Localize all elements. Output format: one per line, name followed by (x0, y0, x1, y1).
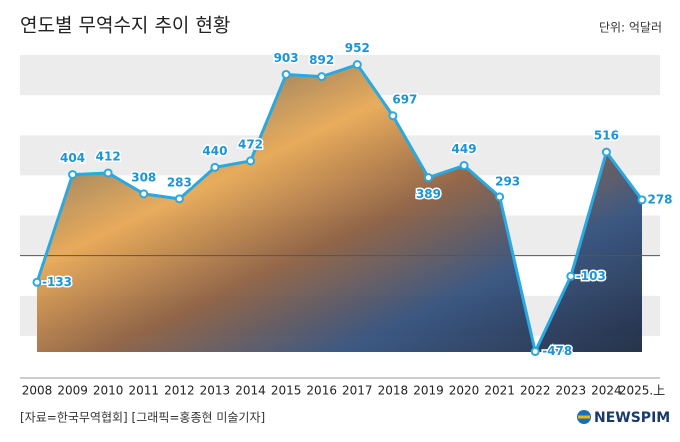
point (32, 277, 42, 287)
chart-title: 연도별 무역수지 추이 현황 (20, 15, 230, 37)
value-label: 952 (345, 41, 370, 55)
value-label: 404 (60, 151, 85, 165)
x-tick-label: 2024 (591, 384, 622, 398)
point (566, 271, 576, 281)
logo: NEWSPIM (594, 410, 670, 426)
point (388, 111, 398, 121)
x-tick-label: 2010 (93, 384, 124, 398)
point (530, 347, 540, 357)
point (352, 60, 362, 70)
value-label: 283 (167, 175, 192, 189)
point (281, 69, 291, 79)
x-tick-label: 2025.上 (619, 384, 665, 398)
background-photo (37, 64, 642, 352)
point (495, 192, 505, 202)
x-tick-label: 2017 (342, 384, 373, 398)
value-label: 903 (274, 51, 299, 65)
value-label: 293 (495, 174, 520, 188)
x-tick-label: 2012 (164, 384, 195, 398)
value-label: 412 (96, 149, 121, 163)
x-tick-label: 2021 (484, 384, 515, 398)
point (210, 162, 220, 172)
x-tick-label: 2014 (235, 384, 266, 398)
x-tick-label: 2008 (22, 384, 53, 398)
x-tick-label: 2018 (378, 384, 409, 398)
point (174, 194, 184, 204)
x-tick-label: 2011 (128, 384, 159, 398)
line (35, 63, 644, 354)
value-label: 697 (392, 92, 417, 106)
point (139, 189, 149, 199)
point (68, 170, 78, 180)
value-label: -478 (542, 344, 572, 358)
x-tick-label: 2019 (413, 384, 444, 398)
point (459, 161, 469, 171)
point (246, 156, 256, 166)
point (423, 173, 433, 183)
point (601, 147, 611, 157)
point (637, 195, 647, 205)
value-label: 278 (647, 192, 672, 206)
x-tick-label: 2009 (57, 384, 88, 398)
x-tick-label: 2022 (520, 384, 551, 398)
value-label: 892 (309, 53, 334, 67)
x-tick-label: 2013 (200, 384, 231, 398)
x-tick-label: 2020 (449, 384, 480, 398)
value-label: 308 (131, 170, 156, 184)
value-label: -103 (576, 269, 606, 283)
value-label: 472 (238, 137, 263, 151)
x-tick-label: 2016 (306, 384, 337, 398)
unit-label: 단위: 억달러 (599, 21, 662, 35)
point (103, 168, 113, 178)
value-label: 440 (202, 144, 227, 158)
point (317, 72, 327, 82)
value-label: 389 (416, 187, 441, 201)
x-tick-label: 2023 (556, 384, 587, 398)
value-label: 449 (452, 142, 477, 156)
value-label: 516 (594, 129, 619, 143)
value-label: -133 (42, 275, 72, 289)
x-tick-label: 2015 (271, 384, 302, 398)
source: [자료=한국무역협회] [그래픽=홍종현 미술기자] (20, 411, 265, 425)
